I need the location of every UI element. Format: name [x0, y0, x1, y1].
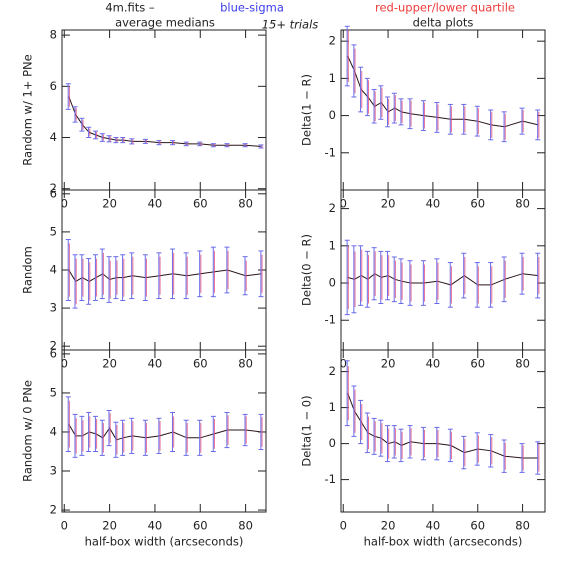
y-tick-label: 3 [50, 301, 57, 315]
trials-note: 15+ trials [262, 18, 319, 32]
x-tick-label: 0 [340, 197, 347, 211]
y-tick-label: 6 [50, 346, 57, 360]
y-tick-label: -1 [325, 472, 336, 486]
x-tick-label: 60 [470, 197, 485, 211]
data-line [68, 423, 262, 441]
x-tick-label: 60 [193, 519, 208, 533]
y-tick-label: 2 [50, 181, 57, 195]
y-tick-label: 2 [50, 339, 57, 353]
x-tick-label: 60 [470, 519, 485, 533]
x-tick-label: 80 [238, 357, 253, 371]
y-axis-label: Random w/ 1+ PNe [21, 54, 35, 165]
x-tick-label: 40 [148, 519, 163, 533]
x-tick-label: 80 [515, 519, 530, 533]
sigma-legend: blue-sigma [220, 1, 284, 15]
panel-frame [340, 349, 546, 513]
x-tick-label: 80 [515, 357, 530, 371]
x-tick-label: 40 [148, 197, 163, 211]
panel-frame [61, 349, 267, 513]
y-axis-label: Delta(1 − R) [300, 74, 314, 146]
x-axis-label: half-box width (arcseconds) [85, 535, 244, 549]
x-tick-label: 80 [238, 519, 253, 533]
x-tick-label: 40 [426, 519, 441, 533]
data-line [347, 273, 539, 286]
x-tick-label: 0 [340, 519, 347, 533]
x-tick-label: 40 [426, 357, 441, 371]
y-tick-label: 2 [329, 364, 336, 378]
y-tick-label: 1 [329, 400, 336, 414]
x-tick-label: 40 [148, 357, 163, 371]
quartile-legend: red-upper/lower quartile [375, 1, 515, 15]
x-tick-label: 40 [426, 197, 441, 211]
y-tick-label: 1 [329, 71, 336, 85]
y-tick-label: 3 [50, 464, 57, 478]
y-tick-label: -1 [325, 145, 336, 159]
y-tick-label: 4 [50, 130, 57, 144]
y-tick-label: 0 [329, 436, 336, 450]
y-tick-label: 4 [50, 263, 57, 277]
y-tick-label: 5 [50, 385, 57, 399]
y-axis-label: Delta(1 − 0) [300, 395, 314, 466]
data-line [347, 393, 539, 459]
y-axis-label: Random w/ 0 PNe [21, 380, 35, 482]
x-tick-label: 60 [193, 357, 208, 371]
data-line [68, 96, 262, 147]
x-tick-label: 0 [61, 357, 68, 371]
right-title: delta plots [413, 16, 474, 30]
x-tick-label: 60 [193, 197, 208, 211]
file-name: 4m.fits – [105, 1, 155, 15]
y-tick-label: -1 [325, 313, 336, 327]
left-title: average medians [115, 16, 215, 30]
y-axis-label: Delta(0 − R) [300, 234, 314, 306]
x-axis-label: half-box width (arcseconds) [364, 535, 523, 549]
y-tick-label: 2 [50, 503, 57, 517]
y-tick-label: 2 [329, 34, 336, 48]
x-tick-label: 20 [381, 519, 396, 533]
y-tick-label: 8 [50, 28, 57, 42]
x-tick-label: 20 [102, 519, 117, 533]
y-tick-label: 1 [329, 238, 336, 252]
x-tick-label: 20 [381, 197, 396, 211]
y-tick-label: 0 [329, 108, 336, 122]
x-tick-label: 0 [340, 357, 347, 371]
x-tick-label: 80 [238, 197, 253, 211]
y-axis-label: Random [21, 246, 35, 294]
data-line [68, 269, 262, 283]
y-tick-label: 2 [329, 201, 336, 215]
x-tick-label: 80 [515, 197, 530, 211]
x-tick-label: 20 [381, 357, 396, 371]
y-tick-label: 5 [50, 224, 57, 238]
x-tick-label: 20 [102, 197, 117, 211]
x-tick-label: 0 [61, 197, 68, 211]
x-tick-label: 0 [61, 519, 68, 533]
y-tick-label: 6 [50, 79, 57, 93]
x-tick-label: 60 [470, 357, 485, 371]
y-tick-label: 4 [50, 424, 57, 438]
y-tick-label: 0 [329, 276, 336, 290]
data-line [347, 55, 539, 128]
y-tick-label: 6 [50, 186, 57, 200]
x-tick-label: 20 [102, 357, 117, 371]
